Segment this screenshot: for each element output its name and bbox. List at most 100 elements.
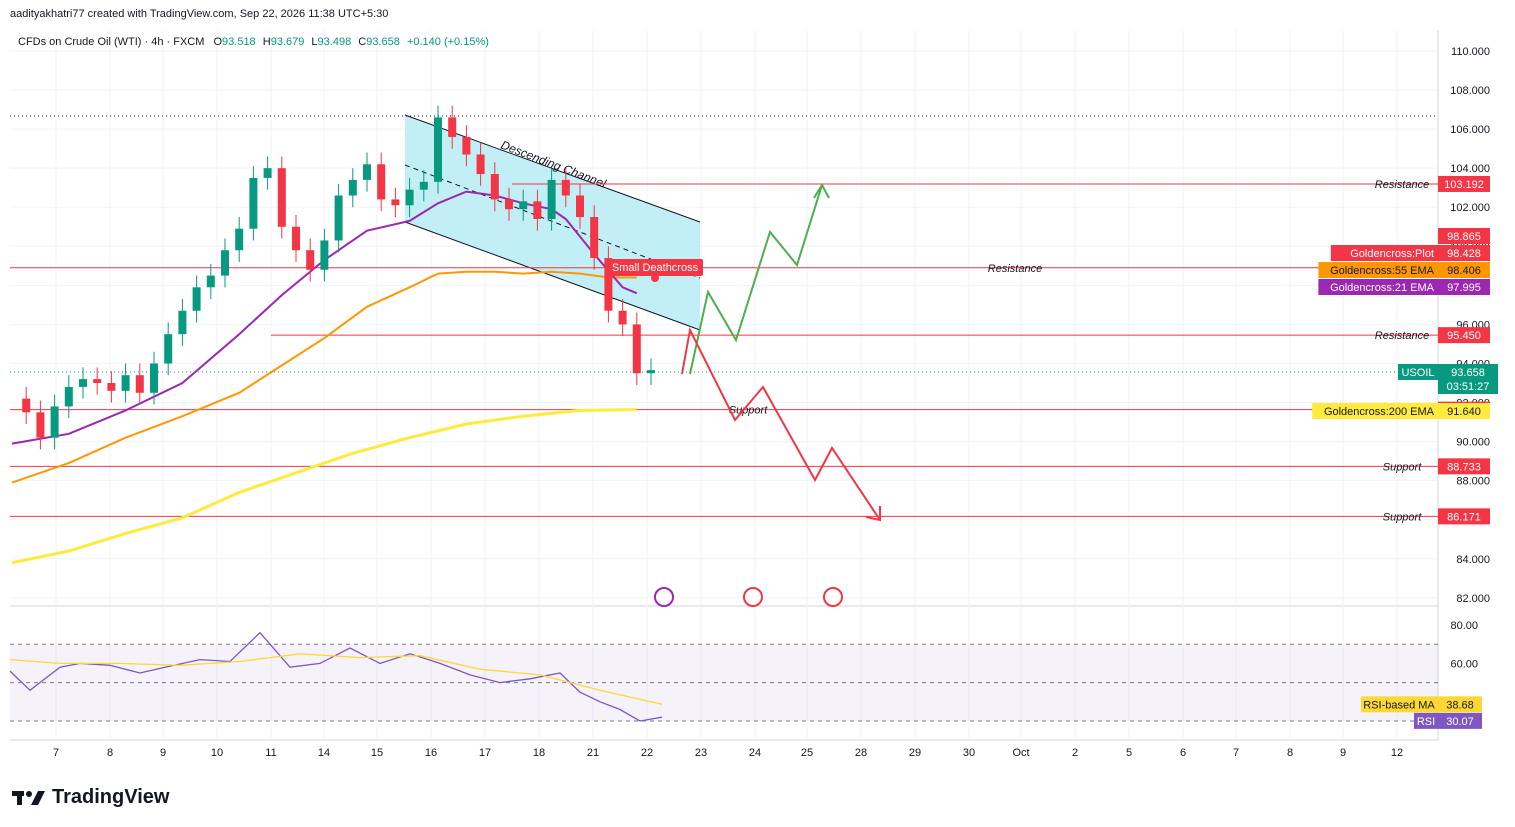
candle-body[interactable] <box>50 406 59 438</box>
candle-body[interactable] <box>79 379 87 387</box>
x-tick-label: 28 <box>855 747 867 759</box>
event-icon[interactable] <box>743 587 763 607</box>
candle-body[interactable] <box>363 164 371 180</box>
x-tick-label: 9 <box>1340 747 1346 759</box>
low-value: 93.498 <box>317 36 352 48</box>
candle-body[interactable] <box>164 334 173 364</box>
candle-body[interactable] <box>263 168 272 178</box>
extra-tag-value-bg <box>1438 228 1490 244</box>
candle-body[interactable] <box>150 363 158 393</box>
candle-body[interactable] <box>405 189 414 206</box>
candle-body[interactable] <box>490 174 499 200</box>
candle-body[interactable] <box>249 177 258 229</box>
price-tag-bg <box>1438 175 1490 192</box>
event-icon[interactable] <box>823 587 843 607</box>
candle-body[interactable] <box>391 199 400 206</box>
candle-body[interactable] <box>547 179 556 219</box>
candle-body[interactable] <box>121 375 130 391</box>
goldencross-21-value-bg <box>1438 279 1490 295</box>
candle-body[interactable] <box>377 164 386 200</box>
bullish-arrowhead <box>813 182 830 199</box>
rsi-value-bg <box>1438 712 1482 729</box>
x-tick-label: 25 <box>801 747 813 759</box>
candle-body[interactable] <box>348 179 357 196</box>
x-tick-label: 8 <box>107 747 113 759</box>
bullish-forecast-path[interactable] <box>689 184 823 375</box>
rsi-ma-value-bg <box>1438 696 1482 713</box>
resistance-label: Resistance <box>988 263 1042 275</box>
candle-body[interactable] <box>476 154 485 175</box>
candle-body[interactable] <box>206 275 215 288</box>
open-value: 93.518 <box>222 36 256 48</box>
support-label: Support <box>729 405 768 417</box>
ema200-line[interactable] <box>11 408 637 565</box>
x-tick-label: 22 <box>641 747 653 759</box>
high-value: 93.679 <box>270 36 305 48</box>
x-tick-label: 8 <box>1287 747 1293 759</box>
candle-body[interactable] <box>533 201 542 219</box>
candle-body[interactable] <box>292 226 300 251</box>
candle-body[interactable] <box>561 179 570 196</box>
x-tick-label: 23 <box>695 747 707 759</box>
goldencross-21-label: Goldencross:21 EMA <box>1330 282 1435 294</box>
candle-body[interactable] <box>221 250 229 276</box>
candle-body[interactable] <box>334 195 343 241</box>
ema21-line[interactable] <box>11 190 638 445</box>
candle-body[interactable] <box>36 412 45 438</box>
resistance-label: Resistance <box>1375 179 1429 191</box>
candle-body[interactable] <box>632 324 641 374</box>
candle-body[interactable] <box>590 217 599 259</box>
price-tag-value: 95.450 <box>1447 330 1481 342</box>
x-tick-label: 10 <box>211 747 223 759</box>
price-tag-bg <box>1438 458 1490 475</box>
candle-body[interactable] <box>178 310 187 335</box>
y-tick-label: 106.000 <box>1450 124 1490 136</box>
candle-body[interactable] <box>462 136 471 155</box>
candle-body[interactable] <box>135 375 144 393</box>
candle-body[interactable] <box>235 228 244 251</box>
candle-body[interactable] <box>192 287 201 311</box>
rsi-line[interactable] <box>9 631 663 722</box>
price-tag-value: 103.192 <box>1444 179 1484 191</box>
candle-body[interactable] <box>419 181 428 190</box>
tradingview-logo[interactable]: TradingView <box>12 786 169 809</box>
price-tag-value: 88.733 <box>1447 461 1481 473</box>
candle-body[interactable] <box>618 310 627 325</box>
current-price-bg <box>1438 364 1498 394</box>
candle-body[interactable] <box>320 240 329 270</box>
candle-body[interactable] <box>107 383 116 391</box>
event-icon[interactable] <box>654 587 674 607</box>
candle-body[interactable] <box>576 195 584 218</box>
goldencross-55-value-bg <box>1438 262 1490 278</box>
candle-body[interactable] <box>277 168 286 227</box>
y-tick-label: 90.000 <box>1456 437 1490 449</box>
goldencross-plot-label: Goldencross:Plot <box>1350 248 1434 260</box>
y-tick-label: 88.000 <box>1456 476 1490 488</box>
candle-body[interactable] <box>93 379 102 384</box>
bearish-forecast-path[interactable] <box>681 326 881 521</box>
deathcross-tag-bg <box>606 259 703 276</box>
close-label: C <box>358 36 367 48</box>
candle-body[interactable] <box>505 199 513 210</box>
rsi-tick-label: 80.00 <box>1450 620 1478 632</box>
candle-body[interactable] <box>22 398 31 413</box>
descending-channel[interactable] <box>405 115 700 330</box>
goldencross-21-label-bg <box>1318 279 1438 295</box>
candle-body[interactable] <box>448 117 457 137</box>
ema55-line[interactable] <box>11 270 637 484</box>
candle-body[interactable] <box>519 201 528 210</box>
y-tick-label: 82.000 <box>1456 593 1490 605</box>
price-tag-bg <box>1438 327 1490 344</box>
symbol-name[interactable]: CFDs on Crude Oil (WTI) · 4h · FXCM <box>18 36 205 48</box>
x-tick-label: 7 <box>53 747 59 759</box>
rsi-ma-label-bg <box>1361 696 1438 713</box>
candle-body[interactable] <box>434 117 442 182</box>
candle-body[interactable] <box>64 386 73 407</box>
open-label: O <box>213 36 223 48</box>
x-tick-label: 21 <box>587 747 599 759</box>
candle-body[interactable] <box>306 250 315 270</box>
goldencross-55-label: Goldencross:55 EMA <box>1330 265 1435 277</box>
candle-body[interactable] <box>604 258 613 311</box>
rsi-ma-line[interactable] <box>9 653 663 705</box>
